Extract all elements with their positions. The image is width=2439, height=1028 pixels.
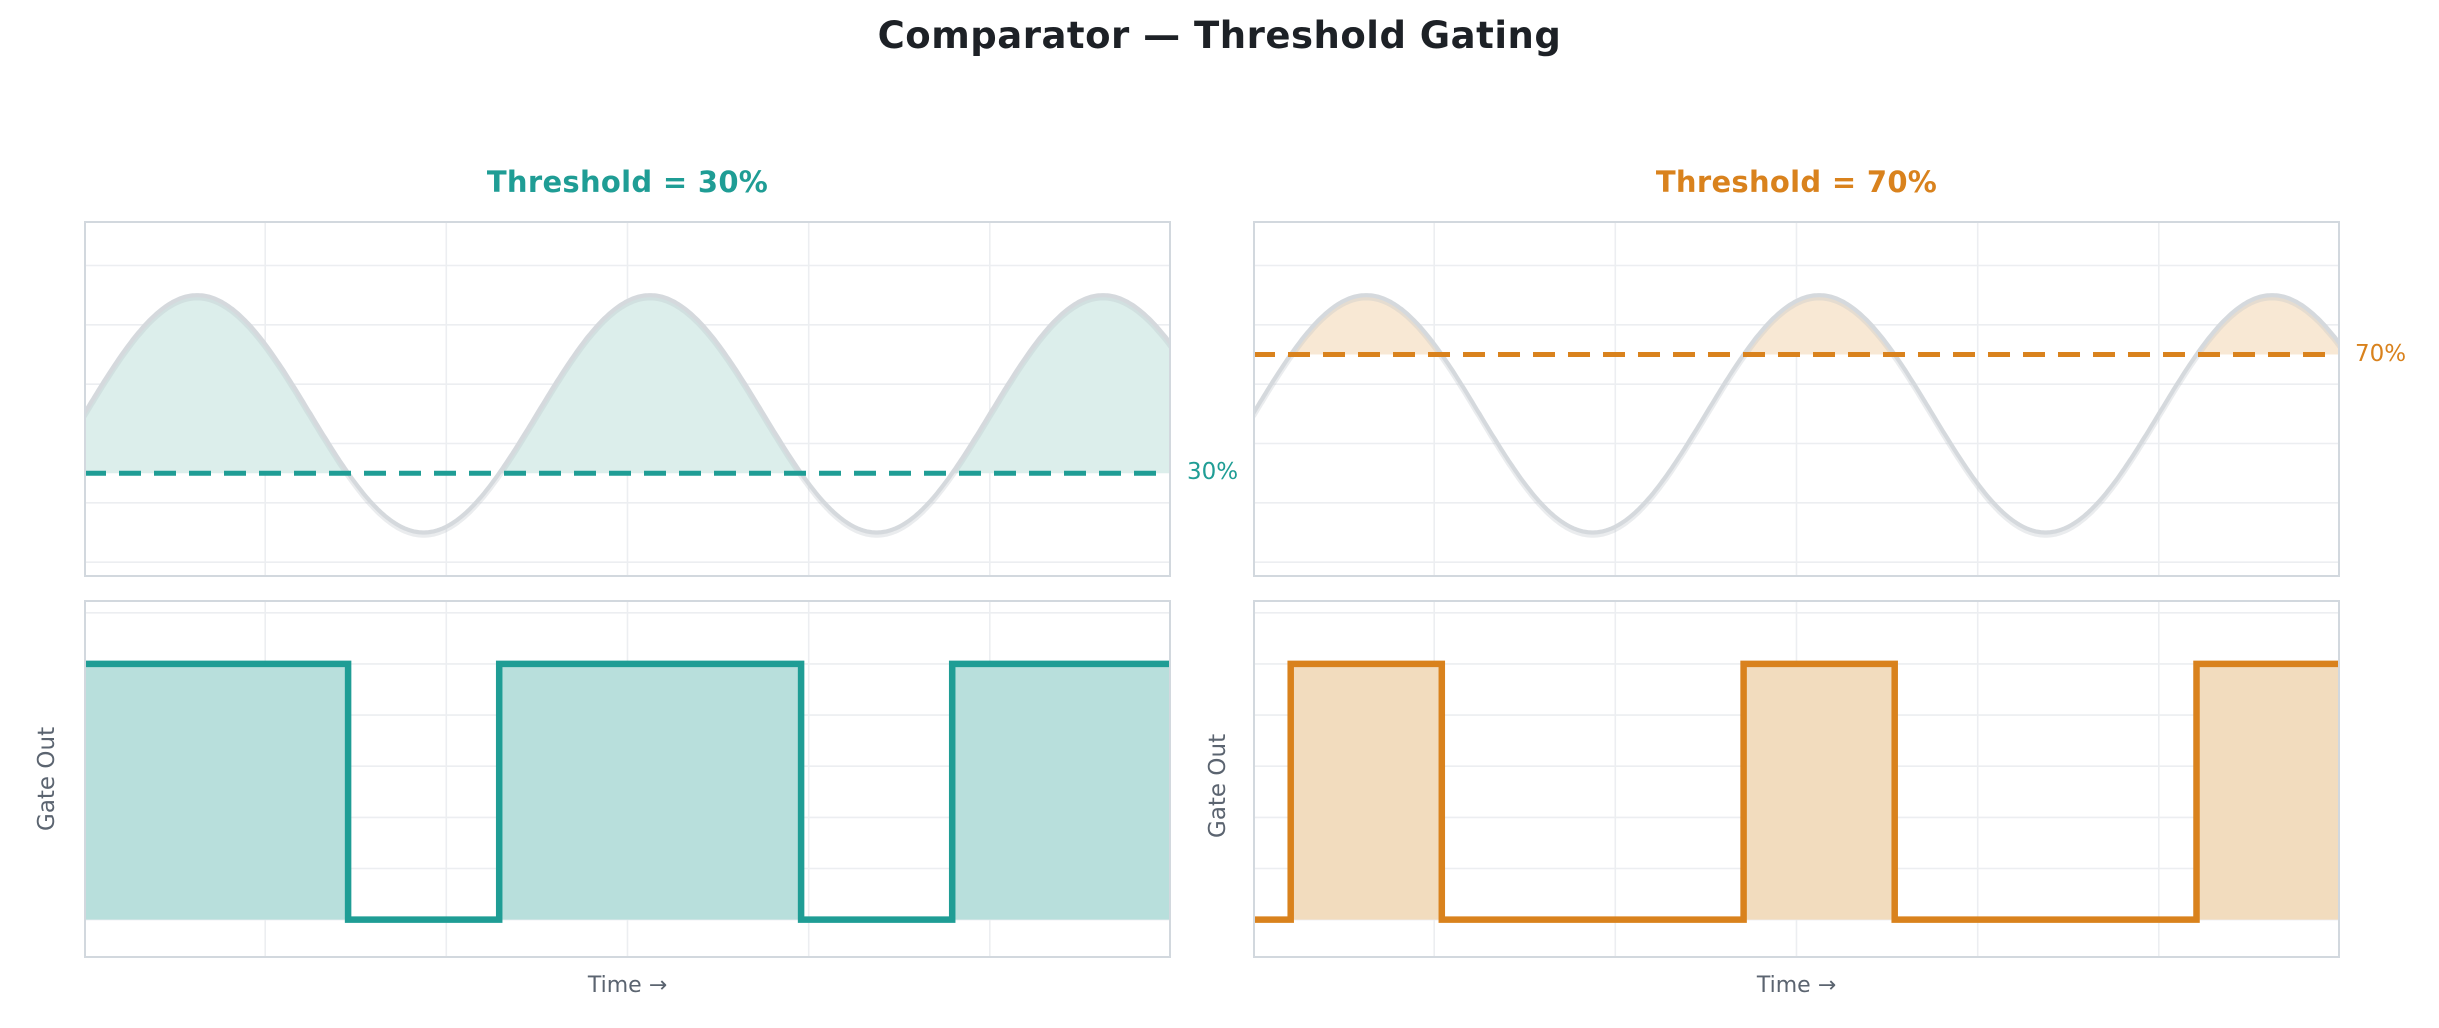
gate-plot-threshold-30 bbox=[84, 600, 1171, 958]
threshold-value-label-30: 30% bbox=[1187, 459, 1239, 485]
gate-plot-threshold-70 bbox=[1253, 600, 2340, 958]
y-axis-label-gate-out-right: Gate Out bbox=[1205, 733, 1231, 838]
subplot-title-threshold-70: Threshold = 70% bbox=[1655, 165, 1938, 199]
signal-plot-threshold-30 bbox=[84, 221, 1171, 577]
y-axis-label-gate-out-left: Gate Out bbox=[34, 726, 60, 831]
x-axis-label-time-right: Time → bbox=[1756, 973, 1837, 998]
x-axis-label-time-left: Time → bbox=[587, 973, 668, 998]
threshold-value-label-70: 70% bbox=[2355, 341, 2407, 367]
subplot-title-threshold-30: Threshold = 30% bbox=[486, 165, 769, 199]
signal-plot-threshold-70 bbox=[1253, 221, 2340, 577]
figure-title: Comparator — Threshold Gating bbox=[877, 14, 1562, 57]
